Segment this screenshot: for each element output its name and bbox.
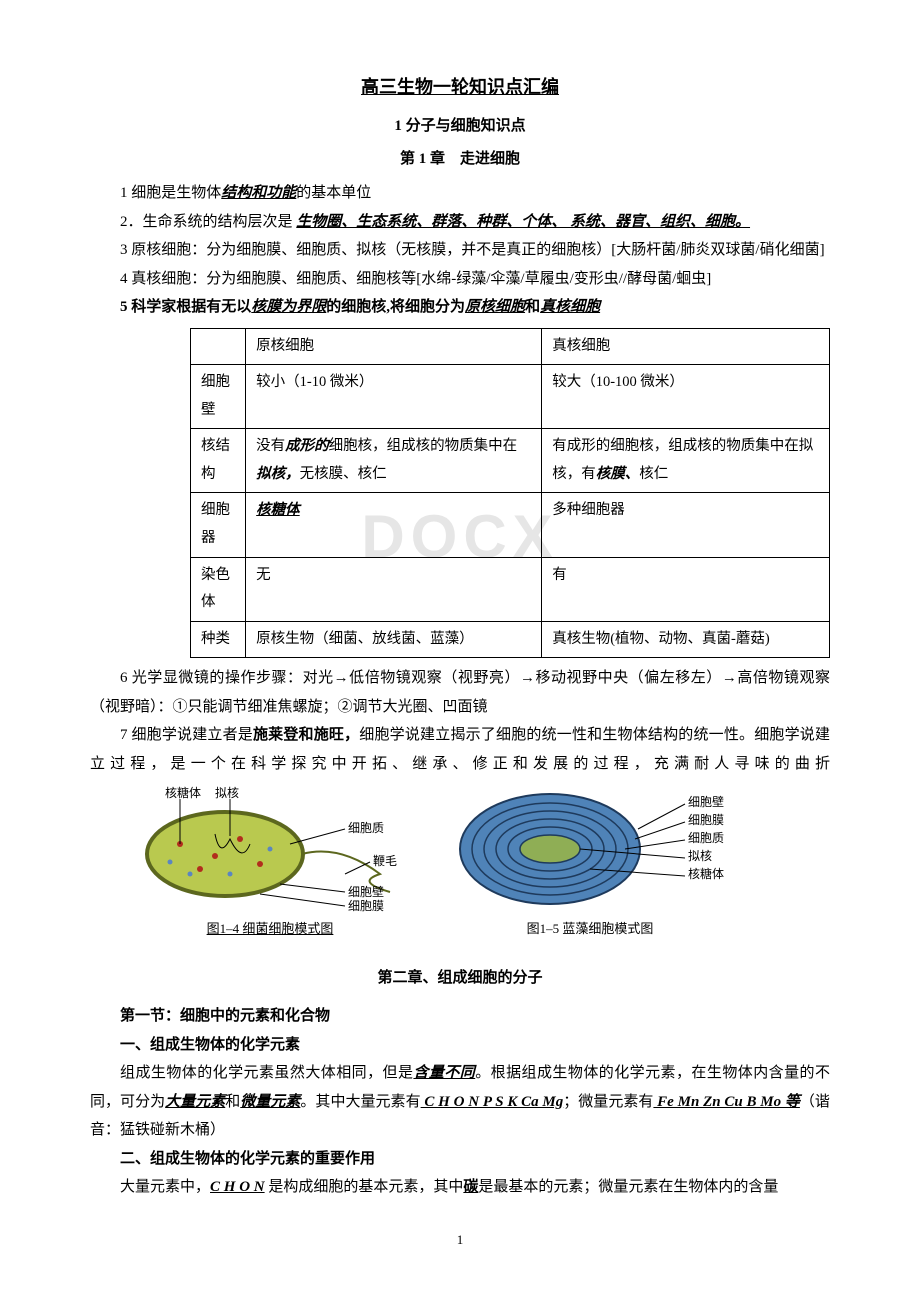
lbl-nk: 拟核 (688, 849, 712, 863)
para-5: 5 科学家根据有无以核膜为界限的细胞核,将细胞分为原核细胞和真核细胞 (90, 293, 830, 322)
figure-bacteria: 核糖体 拟核 细胞质 鞭毛 细胞壁 细胞膜 图1–4 细菌细胞模式图 (130, 784, 410, 942)
s2p1-g: 。其中大量元素有 (300, 1094, 420, 1110)
table-row: 核结构 没有成形的细胞核，组成核的物质集中在拟核，无核膜、核仁 有成形的细胞核，… (191, 429, 830, 493)
cell-key: 细胞壁 (191, 365, 246, 429)
lbl-zy: 细胞质 (688, 831, 724, 845)
cell-eu: 真核细胞 (542, 328, 830, 365)
lbl-zy: 细胞质 (348, 821, 384, 835)
p2-pre: 2．生命系统的结构层次是 (120, 214, 296, 230)
p5-a: 5 科学家根据有无以 (120, 299, 251, 315)
sec2-h2: 二、组成生物体的化学元素的重要作用 (90, 1145, 830, 1174)
s2p2-c: 是构成细胞的基本元素，其中 (265, 1179, 464, 1195)
cell-key (191, 328, 246, 365)
subtitle-1: 1 分子与细胞知识点 (90, 112, 830, 141)
page-title: 高三生物一轮知识点汇编 (90, 70, 830, 104)
p7-a: 7 细胞学说建立者是 (120, 727, 253, 743)
lbl-bi: 细胞壁 (348, 884, 384, 899)
cell-eu: 有 (542, 557, 830, 621)
cell-pro: 核糖体 (246, 493, 542, 557)
cell-pro: 无 (246, 557, 542, 621)
figures-row: 核糖体 拟核 细胞质 鞭毛 细胞壁 细胞膜 图1–4 细菌细胞模式图 (130, 784, 830, 942)
para-7: 7 细胞学说建立者是施莱登和施旺，细胞学说建立揭示了细胞的统一性和生物体结构的统… (90, 721, 830, 778)
p5-d: 原核细胞 (465, 299, 525, 315)
s2p1-h: C H O N P S K Ca Mg (421, 1094, 564, 1110)
p5-f: 真核细胞 (540, 299, 600, 315)
s2p1-e: 和 (225, 1094, 240, 1110)
t-e: 无核膜、核仁 (300, 466, 387, 482)
document-content: 高三生物一轮知识点汇编 1 分子与细胞知识点 第 1 章 走进细胞 1 细胞是生… (90, 70, 830, 1253)
s2p1-f: 微量元素 (240, 1094, 300, 1110)
lbl-bi: 细胞壁 (688, 794, 724, 809)
p5-e: 和 (525, 299, 540, 315)
lbl-ht: 核糖体 (688, 866, 724, 881)
t-a: 有成形的细胞核，组成核的物质集中在拟核，有 (552, 438, 813, 482)
cell-eu: 真核生物(植物、动物、真菌-蘑菇) (542, 621, 830, 658)
cell-pro: 较小（1-10 微米） (246, 365, 542, 429)
figure-cyano: 细胞壁 细胞膜 细胞质 拟核 核糖体 图1–5 蓝藻细胞模式图 (440, 784, 740, 942)
lbl-mo: 细胞膜 (688, 813, 724, 827)
s2p2-e: 是最基本的元素；微量元素在生物体内的含量 (478, 1179, 778, 1195)
lbl-mo: 细胞膜 (348, 899, 384, 913)
t-bi: 核糖体 (256, 502, 300, 518)
t-c: 细胞核，组成核的物质集中在 (329, 438, 518, 454)
sec2-h1: 一、组成生物体的化学元素 (90, 1031, 830, 1060)
s2p1-b: 含量不同 (413, 1065, 475, 1081)
cell-eu: 有成形的细胞核，组成核的物质集中在拟核，有核膜、核仁 (542, 429, 830, 493)
para-6: 6 光学显微镜的操作步骤：对光→低倍物镜观察（视野亮）→移动视野中央（偏左移左）… (90, 664, 830, 721)
cell-eu: 较大（10-100 微米） (542, 365, 830, 429)
cell-key: 染色体 (191, 557, 246, 621)
lbl-nk: 拟核 (215, 786, 239, 800)
para-4: 4 真核细胞：分为细胞膜、细胞质、细胞核等[水绵-绿藻/伞藻/草履虫/变形虫//… (90, 265, 830, 294)
p1-post: 的基本单位 (296, 185, 371, 201)
para-1: 1 细胞是生物体结构和功能的基本单位 (90, 179, 830, 208)
cell-key: 种类 (191, 621, 246, 658)
p1-pre: 1 细胞是生物体 (120, 185, 221, 201)
lbl-bm: 鞭毛 (373, 854, 397, 868)
t-b: 核膜、 (596, 466, 640, 482)
p7-b: 施莱登和施旺， (253, 727, 359, 743)
sec2-s1: 第一节：细胞中的元素和化合物 (90, 1002, 830, 1031)
page-number: 1 (90, 1228, 830, 1253)
para-2: 2．生命系统的结构层次是 生物圈、生态系统、群落、种群、个体、 系统、器官、组织… (90, 208, 830, 237)
subtitle-2: 第 1 章 走进细胞 (90, 145, 830, 174)
cell-pro: 原核细胞 (246, 328, 542, 365)
para-3: 3 原核细胞：分为细胞膜、细胞质、拟核（无核膜，并不是真正的细胞核）[大肠杆菌/… (90, 236, 830, 265)
s2p1-j: Fe Mn Zn Cu B Mo 等 (653, 1094, 800, 1110)
t-a: 没有 (256, 438, 285, 454)
cell-pro: 没有成形的细胞核，组成核的物质集中在拟核，无核膜、核仁 (246, 429, 542, 493)
lbl-ht: 核糖体 (165, 785, 201, 800)
table-row: 细胞器 核糖体 多种细胞器 (191, 493, 830, 557)
t-d: 拟核， (256, 466, 300, 482)
p5-c: 的细胞核,将细胞分为 (326, 299, 465, 315)
table-row: 细胞壁 较小（1-10 微米） 较大（10-100 微米） (191, 365, 830, 429)
cell-key: 核结构 (191, 429, 246, 493)
s2p2-b: C H O N (210, 1179, 265, 1195)
s2p1-i: ；微量元素有 (563, 1094, 653, 1110)
cell-eu: 多种细胞器 (542, 493, 830, 557)
chapter2-title: 第二章、组成细胞的分子 (90, 964, 830, 993)
t-b: 成形的 (285, 438, 329, 454)
s2p2-d: 碳 (463, 1179, 478, 1195)
fig1-caption: 图1–4 细菌细胞模式图 (207, 917, 334, 942)
p5-b: 核膜为界限 (251, 299, 326, 315)
comparison-table: 原核细胞 真核细胞 细胞壁 较小（1-10 微米） 较大（10-100 微米） … (190, 328, 830, 658)
s2p1-a: 组成生物体的化学元素虽然大体相同，但是 (120, 1065, 413, 1081)
table-row: 染色体 无 有 (191, 557, 830, 621)
t-c: 核仁 (639, 466, 668, 482)
s2p2-a: 大量元素中， (120, 1179, 210, 1195)
cyano-diagram: 细胞壁 细胞膜 细胞质 拟核 核糖体 (440, 784, 740, 914)
cell-pro: 原核生物（细菌、放线菌、蓝藻） (246, 621, 542, 658)
cell-key: 细胞器 (191, 493, 246, 557)
s2p1-d: 大量元素 (165, 1094, 225, 1110)
bacteria-diagram: 核糖体 拟核 细胞质 鞭毛 细胞壁 细胞膜 (130, 784, 410, 914)
sec2-p1: 组成生物体的化学元素虽然大体相同，但是含量不同。根据组成生物体的化学元素，在生物… (90, 1059, 830, 1145)
fig2-caption: 图1–5 蓝藻细胞模式图 (527, 917, 654, 942)
table-row: 原核细胞 真核细胞 (191, 328, 830, 365)
p1-key: 结构和功能 (221, 185, 296, 201)
sec2-p2: 大量元素中，C H O N 是构成细胞的基本元素，其中碳是最基本的元素；微量元素… (90, 1173, 830, 1202)
table-row: 种类 原核生物（细菌、放线菌、蓝藻） 真核生物(植物、动物、真菌-蘑菇) (191, 621, 830, 658)
p2-list: 生物圈、生态系统、群落、种群、个体、 系统、器官、组织、细胞。 (296, 214, 750, 230)
